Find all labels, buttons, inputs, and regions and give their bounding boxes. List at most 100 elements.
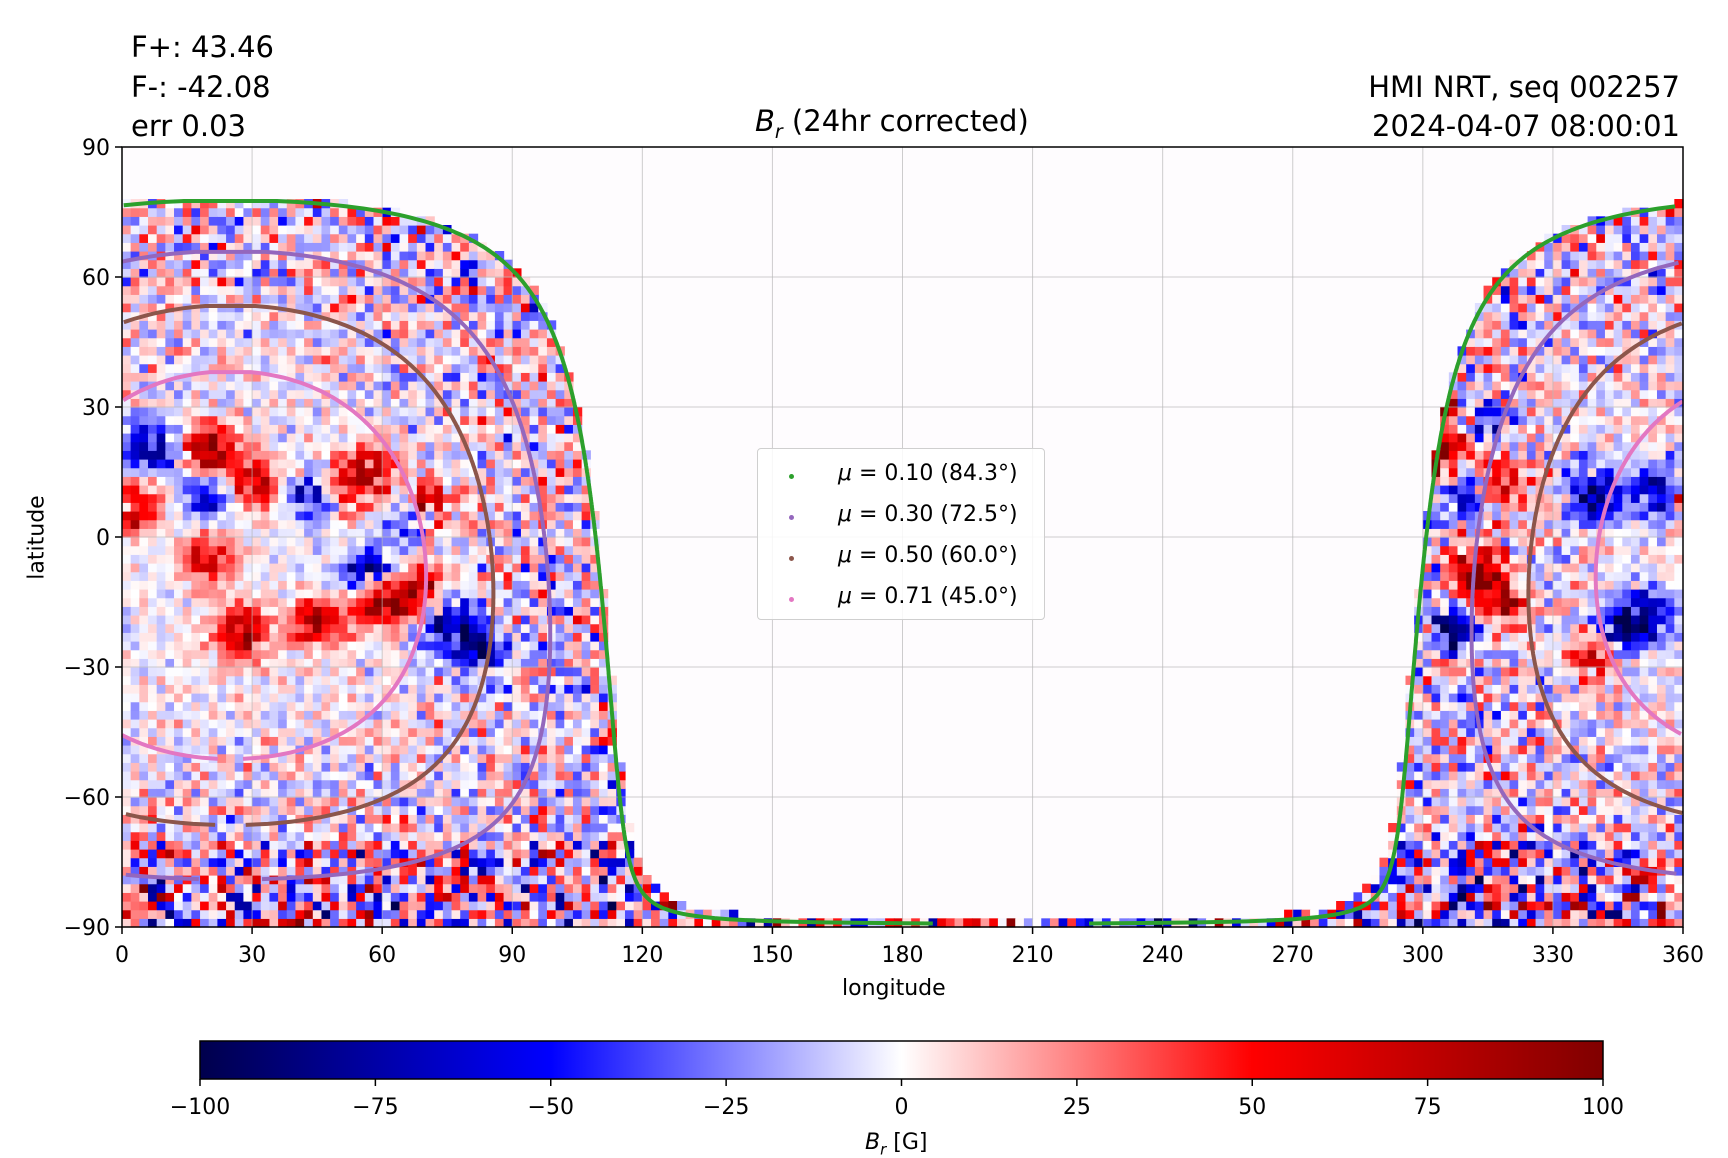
heatmap-cell	[295, 450, 305, 460]
heatmap-cell	[260, 528, 271, 538]
heatmap-cell	[165, 285, 175, 295]
heatmap-cell	[390, 467, 401, 477]
heatmap-cell	[546, 701, 557, 711]
heatmap-cell	[321, 589, 331, 599]
heatmap-cell	[408, 805, 418, 815]
heatmap-cell	[434, 719, 444, 729]
heatmap-cell	[252, 554, 262, 564]
heatmap-cell	[139, 502, 149, 512]
heatmap-cell	[252, 424, 262, 434]
heatmap-cell	[520, 311, 531, 321]
heatmap-cell	[546, 675, 557, 685]
heatmap-cell	[555, 493, 565, 503]
heatmap-cell	[529, 762, 539, 772]
heatmap-cell	[520, 901, 531, 911]
heatmap-cell	[1457, 684, 1467, 694]
heatmap-cell	[243, 814, 253, 824]
heatmap-cell	[373, 528, 383, 538]
heatmap-cell	[243, 589, 253, 599]
heatmap-cell	[130, 840, 140, 850]
heatmap-cell	[555, 407, 565, 417]
heatmap-cell	[1440, 511, 1450, 521]
heatmap-cell	[304, 840, 314, 850]
heatmap-cell	[1457, 831, 1467, 841]
heatmap-cell	[226, 597, 236, 607]
heatmap-cell	[174, 311, 184, 321]
heatmap-cell	[546, 407, 557, 417]
heatmap-cell	[538, 502, 548, 512]
heatmap-cell	[1292, 909, 1303, 919]
heatmap-cell	[217, 632, 227, 642]
heatmap-cell	[486, 285, 496, 295]
heatmap-cell	[416, 684, 427, 694]
heatmap-cell	[581, 840, 591, 850]
heatmap-cell	[1405, 840, 1415, 850]
heatmap-cell	[1431, 563, 1441, 573]
heatmap-cell	[494, 788, 505, 798]
heatmap-cell	[356, 814, 366, 824]
heatmap-cell	[252, 909, 262, 919]
heatmap-cell	[373, 840, 383, 850]
heatmap-cell	[252, 632, 262, 642]
heatmap-cell	[425, 563, 435, 573]
heatmap-cell	[217, 597, 227, 607]
heatmap-cell	[200, 866, 210, 876]
heatmap-cell	[364, 268, 375, 278]
heatmap-cell	[581, 727, 591, 737]
heatmap-cell	[312, 667, 323, 677]
heatmap-cell	[148, 762, 158, 772]
heatmap-cell	[624, 909, 635, 919]
heatmap-cell	[503, 459, 513, 469]
heatmap-cell	[399, 753, 409, 763]
heatmap-cell	[208, 251, 218, 261]
heatmap-cell	[1388, 909, 1398, 919]
heatmap-cell	[572, 589, 583, 599]
heatmap-cell	[1353, 892, 1363, 902]
heatmap-cell	[174, 615, 184, 625]
heatmap-cell	[130, 857, 140, 867]
heatmap-cell	[572, 779, 583, 789]
heatmap-cell	[460, 727, 470, 737]
heatmap-cell	[529, 450, 539, 460]
heatmap-cell	[468, 805, 479, 815]
heatmap-cell	[364, 485, 375, 495]
heatmap-cell	[1422, 727, 1433, 737]
heatmap-cell	[512, 467, 522, 477]
heatmap-cell	[312, 294, 323, 304]
heatmap-cell	[555, 623, 565, 633]
heatmap-cell	[564, 779, 574, 789]
heatmap-cell	[252, 398, 262, 408]
heatmap-cell	[295, 641, 305, 651]
heatmap-cell	[278, 207, 288, 217]
heatmap-cell	[1448, 554, 1459, 564]
heatmap-cell	[373, 277, 383, 287]
heatmap-cell	[156, 857, 166, 867]
heatmap-cell	[399, 589, 409, 599]
heatmap-cell	[494, 840, 505, 850]
heatmap-cell	[425, 597, 435, 607]
heatmap-cell	[468, 840, 479, 850]
heatmap-cell	[208, 519, 218, 529]
heatmap-cell	[486, 727, 496, 737]
heatmap-cell	[512, 641, 522, 651]
heatmap-cell	[130, 433, 140, 443]
heatmap-cell	[546, 857, 557, 867]
heatmap-cell	[538, 875, 548, 885]
heatmap-cell	[347, 459, 357, 469]
heatmap-cell	[382, 649, 392, 659]
heatmap-cell	[174, 771, 184, 781]
heatmap-cell	[460, 693, 470, 703]
heatmap-cell	[122, 355, 132, 365]
heatmap-cell	[321, 658, 331, 668]
heatmap-cell	[243, 433, 253, 443]
heatmap-cell	[1431, 485, 1441, 495]
heatmap-cell	[148, 857, 158, 867]
heatmap-cell	[442, 814, 453, 824]
heatmap-cell	[321, 840, 331, 850]
heatmap-cell	[382, 571, 392, 581]
heatmap-cell	[529, 528, 539, 538]
heatmap-cell	[234, 875, 245, 885]
heatmap-cell	[512, 831, 522, 841]
heatmap-cell	[338, 615, 349, 625]
heatmap-cell	[208, 277, 218, 287]
